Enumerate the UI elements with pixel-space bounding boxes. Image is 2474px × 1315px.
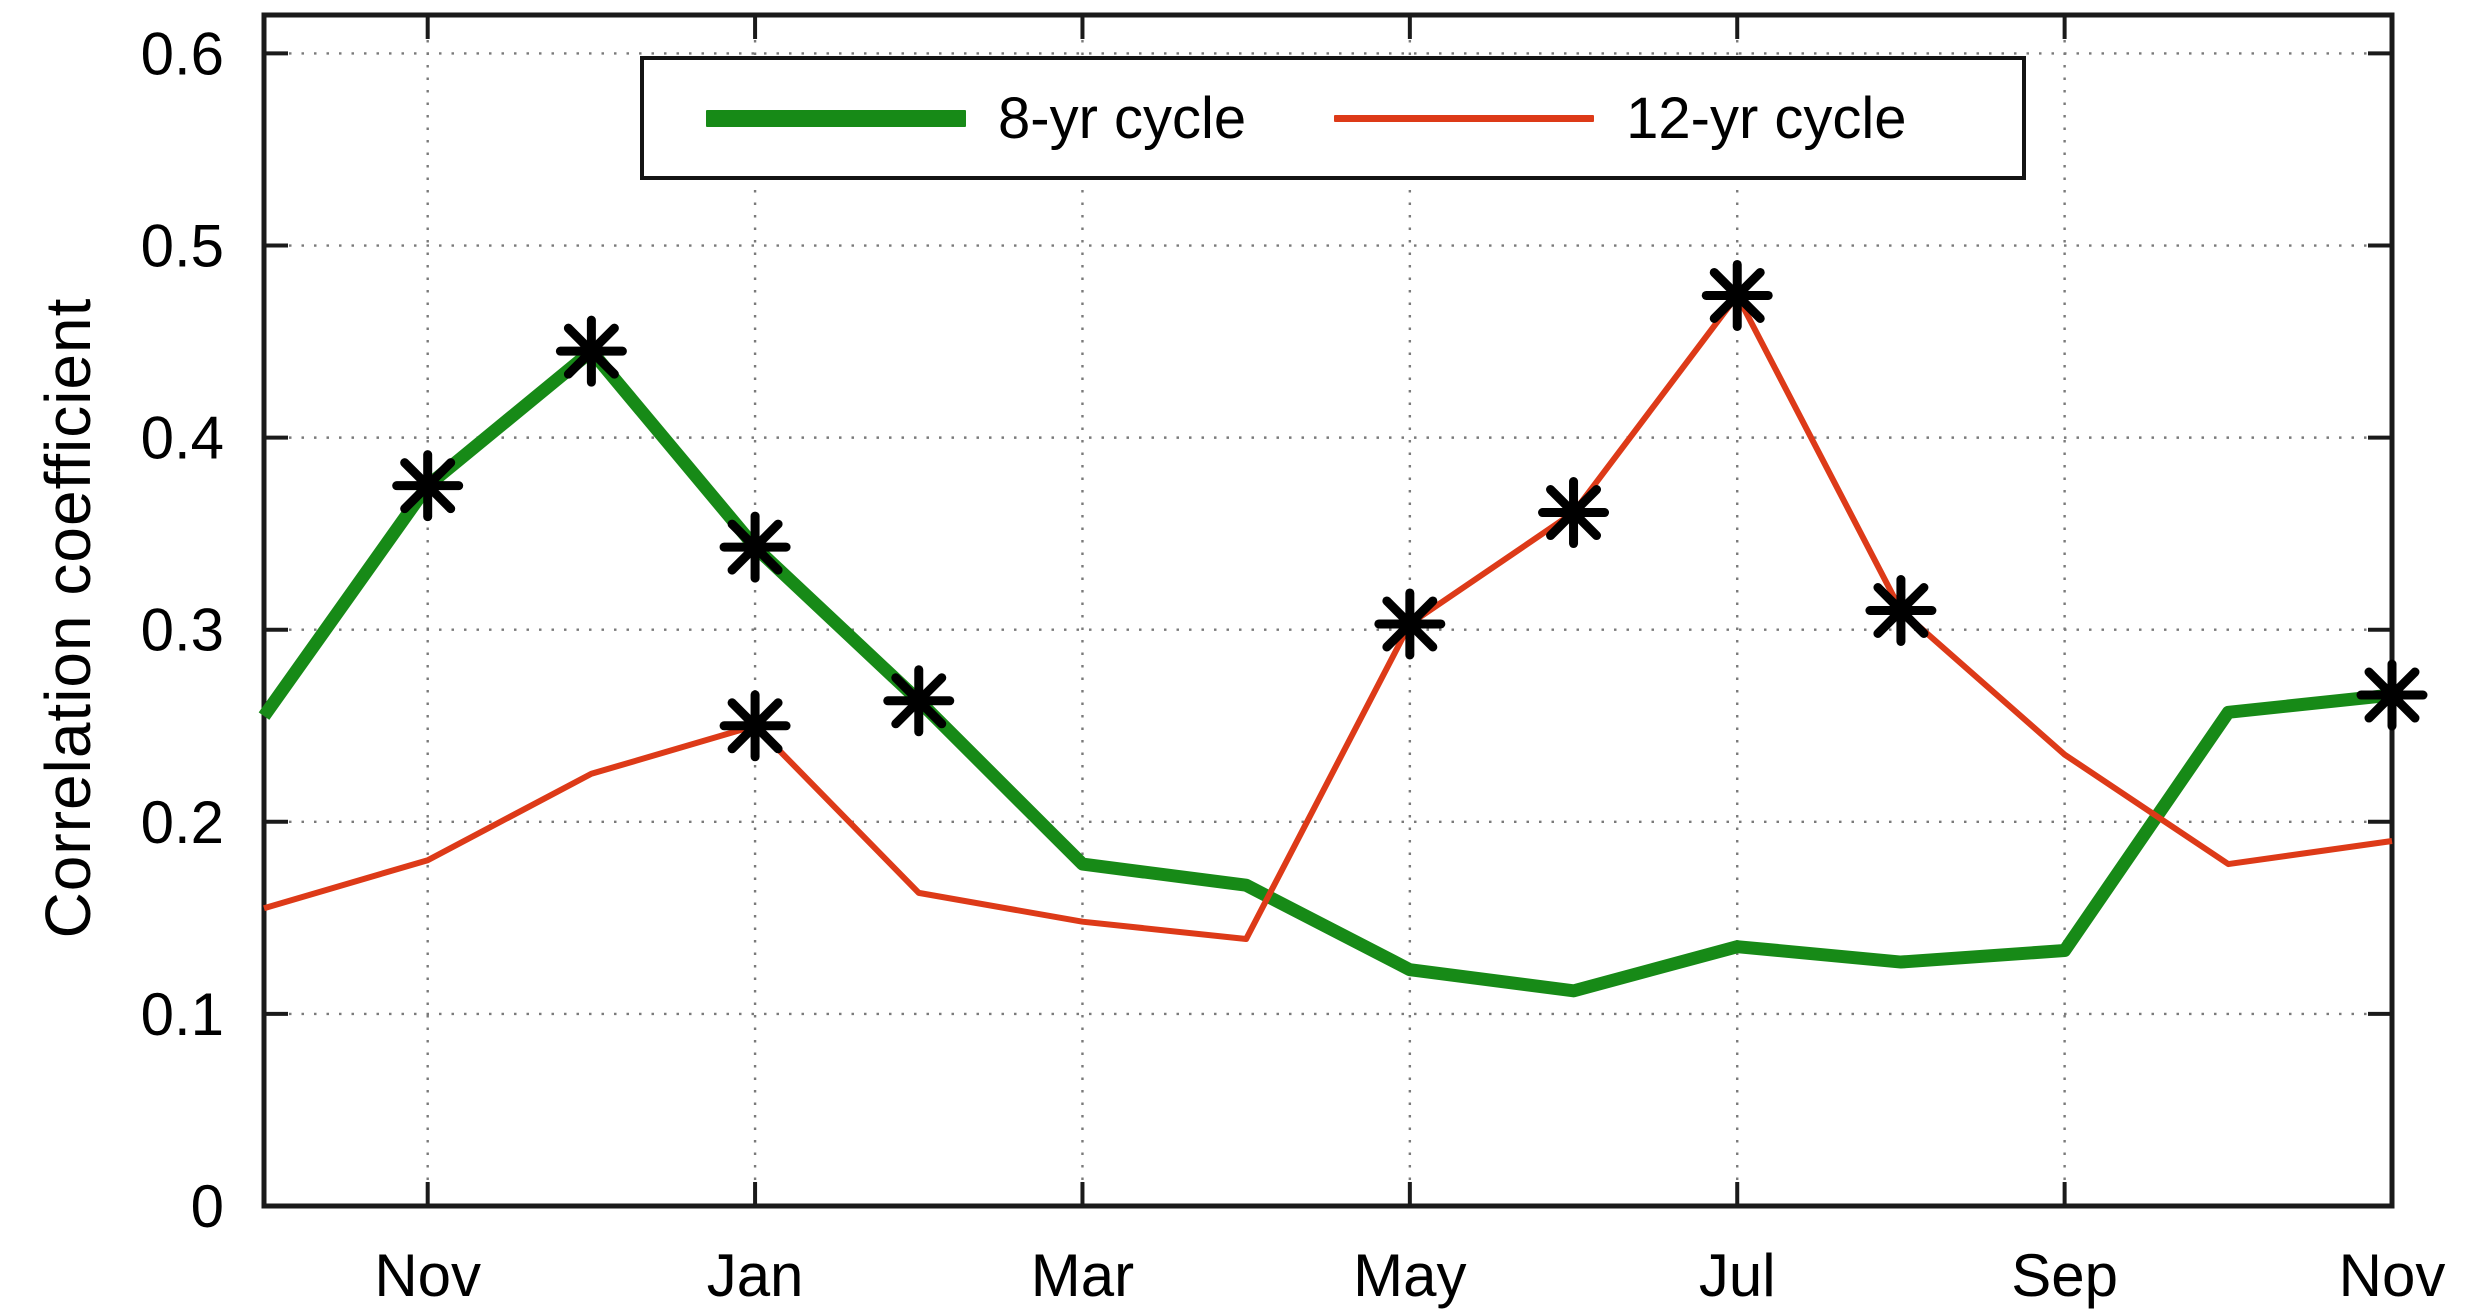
svg-text:Nov: Nov	[374, 1242, 481, 1309]
series-line-8yr-cycle	[258, 344, 2393, 998]
legend-line-12yr-icon	[1334, 114, 1595, 122]
x-tick-labels: Nov Jan Mar May Jul Sep Nov	[374, 1242, 2445, 1309]
svg-text:0: 0	[191, 1173, 224, 1240]
svg-text:0.6: 0.6	[141, 20, 224, 87]
svg-text:Jan: Jan	[707, 1242, 804, 1309]
series-line-12yr-cycle	[263, 292, 2393, 942]
tick-marks	[264, 15, 2394, 1208]
legend-label-12yr: 12-yr cycle	[1626, 85, 1907, 151]
plot-border	[261, 12, 2395, 1209]
svg-text:0.3: 0.3	[141, 597, 224, 664]
svg-text:Sep: Sep	[2011, 1242, 2118, 1309]
legend-line-8yr-icon	[706, 109, 966, 127]
y-axis-label: Correlation coefficient	[32, 297, 104, 939]
y-tick-labels: 0 0.1 0.2 0.3 0.4 0.5 0.6	[141, 20, 224, 1240]
significance-markers	[392, 259, 2428, 762]
svg-text:Jul: Jul	[1699, 1242, 1776, 1309]
svg-text:0.1: 0.1	[141, 981, 224, 1048]
legend-item-8yr-cycle: 8-yr cycle	[706, 85, 1246, 152]
gridlines	[264, 15, 2394, 1206]
svg-text:Mar: Mar	[1031, 1242, 1134, 1309]
legend: 8-yr cycle 12-yr cycle	[640, 56, 2026, 180]
svg-text:May: May	[1353, 1242, 1466, 1309]
svg-text:0.4: 0.4	[141, 405, 224, 472]
svg-text:Nov: Nov	[2339, 1242, 2446, 1309]
legend-item-12yr-cycle: 12-yr cycle	[1334, 85, 1907, 152]
svg-text:0.5: 0.5	[141, 213, 224, 280]
legend-label-8yr: 8-yr cycle	[998, 85, 1247, 151]
svg-text:0.2: 0.2	[141, 789, 224, 856]
